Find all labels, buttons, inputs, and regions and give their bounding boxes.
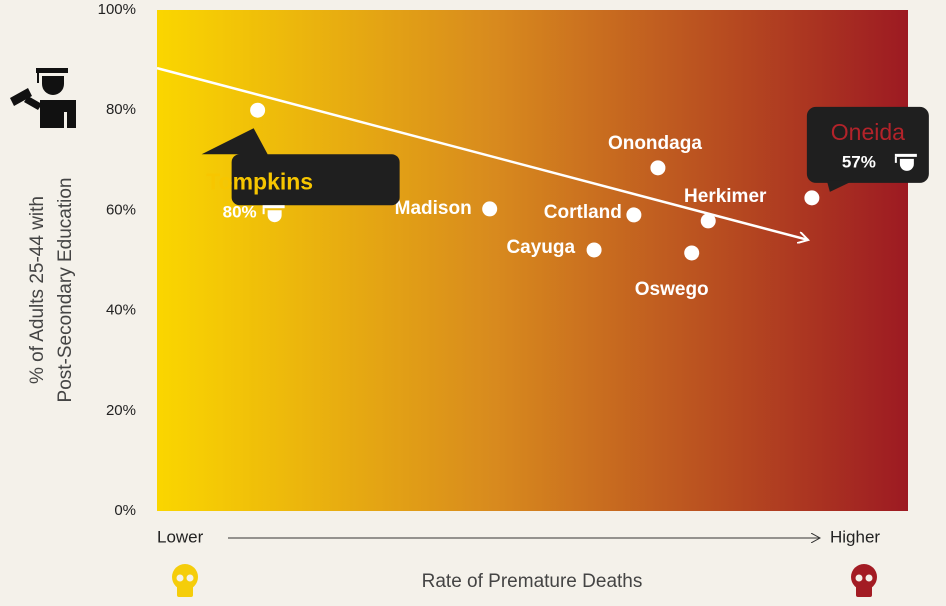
- point: [250, 102, 266, 118]
- callout: Oneida 57%: [806, 106, 929, 192]
- callout-value: 57%: [842, 152, 876, 171]
- point: [482, 201, 498, 217]
- trend-line: [156, 66, 808, 240]
- point: [804, 190, 820, 206]
- y-tick-label: 60%: [106, 201, 136, 218]
- cap-icon: [899, 158, 914, 171]
- callout-box: [179, 128, 400, 206]
- point: [626, 207, 642, 223]
- y-tick-label: 20%: [106, 402, 136, 419]
- cap-icon: [894, 156, 897, 163]
- cap-icon: [262, 205, 285, 209]
- point: [586, 242, 602, 258]
- y-tick-label: 0%: [114, 502, 136, 519]
- y-tick-label: 40%: [106, 302, 136, 319]
- point-label: Herkimer: [684, 186, 767, 207]
- callout-name: Tompkins: [206, 168, 313, 194]
- point: [700, 213, 716, 229]
- graduate-icon: [10, 68, 76, 128]
- y-tick-label: 80%: [106, 101, 136, 118]
- plot-area: [157, 10, 908, 511]
- callout-box: [806, 106, 929, 183]
- point: [684, 245, 700, 261]
- callout-value: 80%: [223, 203, 257, 222]
- skull-icon-low: [172, 564, 198, 597]
- cap-icon: [267, 210, 282, 223]
- y-axis-title: Post-Secondary Education: [55, 178, 76, 403]
- callout: Tompkins 80%: [179, 128, 400, 223]
- point-label: Cayuga: [506, 237, 575, 258]
- x-high-label: Higher: [830, 527, 880, 546]
- y-axis-title: % of Adults 25-44 with: [27, 196, 48, 384]
- point-label: Onondaga: [608, 133, 702, 154]
- point-label: Oswego: [635, 279, 709, 300]
- y-tick-label: 100%: [98, 1, 136, 18]
- point-label: Madison: [395, 198, 472, 219]
- point-label: Cortland: [544, 202, 622, 223]
- cap-icon: [894, 153, 917, 157]
- x-axis-title: Rate of Premature Deaths: [422, 571, 643, 592]
- callout-pointer: [826, 180, 853, 192]
- point: [650, 160, 666, 176]
- x-low-label: Lower: [157, 527, 204, 546]
- cap-icon: [262, 208, 265, 215]
- skull-icon-high: [851, 564, 877, 597]
- callout-name: Oneida: [831, 119, 905, 145]
